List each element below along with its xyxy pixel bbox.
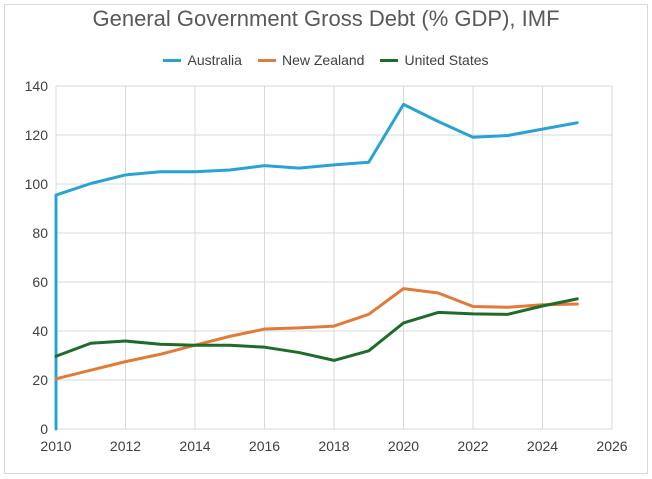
x-tick-label: 2022 [457,438,488,454]
y-tick-label: 0 [40,421,48,437]
x-tick-label: 2010 [40,438,71,454]
chart-title: General Government Gross Debt (% GDP), I… [92,6,560,31]
x-tick-label: 2018 [318,438,349,454]
legend-swatch [163,58,182,62]
series-line-australia [54,102,579,431]
legend-label: Australia [187,52,242,68]
y-tick-label: 80 [32,225,48,241]
x-tick-label: 2016 [249,438,280,454]
x-tick-label: 2020 [388,438,419,454]
legend-item: New Zealand [257,52,365,68]
y-tick-label: 40 [32,323,48,339]
y-tick-label: 120 [25,127,49,143]
legend-swatch [380,58,399,62]
legend-label: New Zealand [281,52,365,68]
legend-label: United States [404,52,489,68]
x-tick-label: 2012 [110,438,141,454]
chart-frame [4,4,648,474]
legend-item: Australia [163,52,242,68]
chart-legend: Australia New Zealand United States [0,52,652,68]
series-line-united-states [54,297,579,362]
series-line-new-zealand [54,287,579,381]
legend-swatch [257,58,276,62]
y-tick-label: 60 [32,274,48,290]
y-tick-label: 20 [32,372,48,388]
x-tick-label: 2014 [179,438,210,454]
x-tick-label: 2024 [527,438,558,454]
legend-item: United States [380,52,489,68]
y-tick-label: 140 [25,78,49,94]
x-tick-label: 2026 [596,438,627,454]
y-tick-label: 100 [25,176,49,192]
